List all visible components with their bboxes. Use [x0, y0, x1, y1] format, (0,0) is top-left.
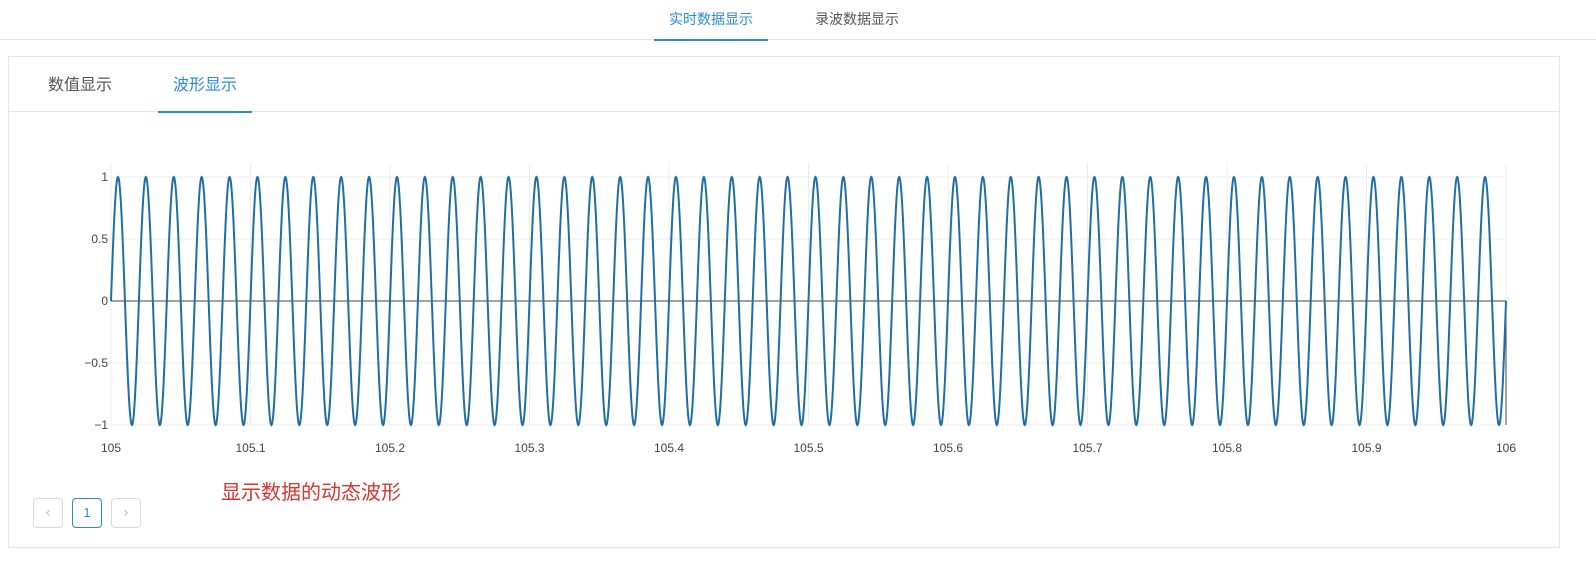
waveform-series-line [110, 175, 1507, 427]
tab-waveform-display[interactable]: 波形显示 [158, 57, 252, 113]
y-tick-label: −1 [94, 418, 108, 432]
top-tab-bar: 实时数据显示 录波数据显示 [0, 0, 1596, 41]
x-tick-label: 105.2 [375, 441, 405, 455]
x-tick-label: 105.3 [514, 441, 544, 455]
sub-tab-bar: 数值显示 波形显示 [9, 57, 1559, 113]
x-tick-label: 105.4 [654, 441, 684, 455]
annotation-text: 显示数据的动态波形 [221, 480, 401, 504]
x-tick-label: 105.8 [1212, 441, 1242, 455]
x-tick-label: 105.1 [235, 441, 265, 455]
tab-numeric-display[interactable]: 数值显示 [47, 75, 112, 94]
prev-page-button[interactable]: ‹ [33, 498, 63, 528]
x-tick-label: 106 [1496, 441, 1516, 455]
page-number-button[interactable]: 1 [72, 498, 102, 528]
chevron-right-icon: › [123, 505, 129, 521]
tab-recorded-wave-data[interactable]: 录波数据显示 [815, 12, 899, 28]
y-tick-label: 0.5 [91, 232, 108, 246]
y-tick-label: −0.5 [84, 356, 108, 370]
x-tick-label: 105.9 [1351, 441, 1381, 455]
chevron-left-icon: ‹ [45, 505, 51, 521]
x-tick-label: 105.5 [793, 441, 823, 455]
next-page-button[interactable]: › [111, 498, 141, 528]
x-tick-label: 105 [101, 441, 121, 455]
tab-realtime-data[interactable]: 实时数据显示 [654, 0, 768, 41]
y-tick-labels: 1 0.5 0 −0.5 −1 [84, 170, 108, 432]
x-tick-label: 105.7 [1072, 441, 1102, 455]
main-panel: 数值显示 波形显示 [8, 56, 1560, 548]
y-tick-label: 1 [101, 170, 108, 184]
x-tick-label: 105.6 [933, 441, 963, 455]
x-tick-labels: 105 105.1 105.2 105.3 105.4 105.5 105.6 105.7 10… [101, 441, 1516, 455]
y-tick-label: 0 [101, 294, 108, 308]
